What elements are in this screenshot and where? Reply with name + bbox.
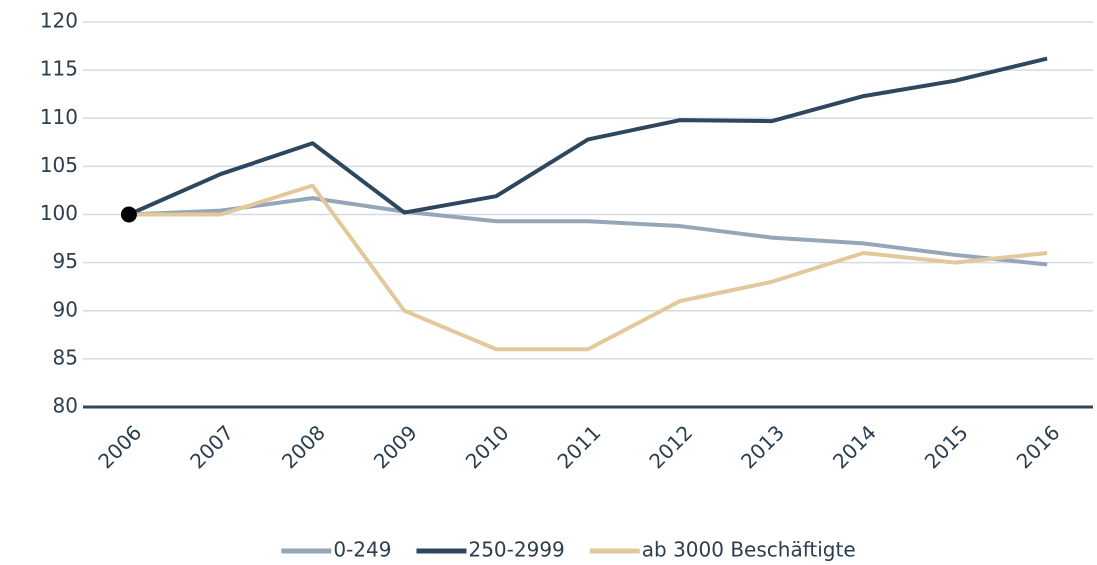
x-tick-label: 2010 [461, 420, 514, 473]
start-marker [120, 206, 137, 223]
legend-label: 250-2999 [468, 538, 564, 562]
legend-label: ab 3000 Beschäftigte [642, 538, 856, 562]
y-tick-label: 120 [40, 9, 78, 33]
y-tick-label: 80 [53, 394, 78, 418]
x-tick-label: 2007 [185, 420, 238, 473]
y-tick-label: 85 [53, 345, 78, 369]
x-tick-label: 2015 [920, 420, 973, 473]
x-tick-label: 2008 [277, 420, 330, 473]
legend: 0-249 250-2999 ab 3000 Beschäftigte [281, 538, 856, 562]
series-line [128, 183, 1048, 352]
x-tick-label: 2014 [828, 420, 881, 473]
series-line [128, 56, 1048, 217]
series-line [128, 196, 1048, 267]
y-tick-label: 110 [40, 105, 78, 129]
x-tick-label: 2016 [1012, 420, 1065, 473]
x-tick-label: 2006 [93, 420, 146, 473]
y-tick-label: 115 [40, 57, 78, 81]
x-tick-label: 2013 [736, 420, 789, 473]
y-tick-label: 95 [53, 249, 78, 273]
legend-label: 0-249 [333, 538, 391, 562]
x-tick-label: 2012 [644, 420, 697, 473]
x-tick-label: 2009 [369, 420, 422, 473]
y-tick-label: 90 [53, 297, 78, 321]
x-tick-label: 2011 [552, 420, 605, 473]
y-tick-label: 105 [40, 153, 78, 177]
y-tick-label: 100 [40, 201, 78, 225]
